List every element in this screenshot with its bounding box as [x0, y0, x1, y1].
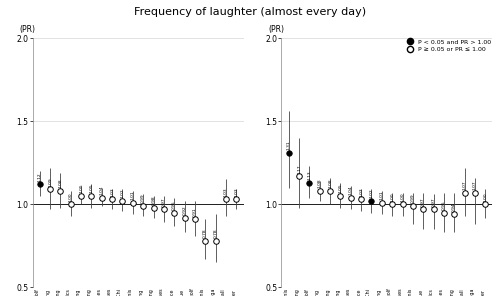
Text: 1.03: 1.03: [110, 187, 114, 197]
Text: 1.12: 1.12: [38, 172, 42, 182]
Text: 1.02: 1.02: [120, 189, 124, 198]
Text: 0.99: 0.99: [141, 194, 145, 203]
Text: 0.94: 0.94: [452, 202, 456, 212]
Text: 1.05: 1.05: [79, 184, 83, 194]
Text: 0.98: 0.98: [152, 195, 156, 205]
Text: 0.78: 0.78: [203, 229, 207, 238]
Text: 0.78: 0.78: [214, 229, 218, 238]
Text: 1.04: 1.04: [100, 186, 104, 195]
Text: 1.01: 1.01: [131, 190, 135, 200]
Text: 1.09: 1.09: [48, 177, 52, 187]
Text: 1.08: 1.08: [328, 179, 332, 189]
Text: 0.95: 0.95: [442, 200, 446, 210]
Text: 1.03: 1.03: [224, 187, 228, 197]
Text: 1.03: 1.03: [359, 187, 363, 197]
Text: 1.13: 1.13: [308, 170, 312, 180]
Text: 0.97: 0.97: [162, 197, 166, 207]
Text: 1.31: 1.31: [286, 141, 290, 150]
Text: 1.08: 1.08: [58, 179, 62, 189]
Text: Frequency of laughter (almost every day): Frequency of laughter (almost every day): [134, 7, 366, 17]
Text: 1.00: 1.00: [69, 192, 73, 202]
Text: 1.05: 1.05: [338, 184, 342, 194]
Legend: P < 0.05 and PR > 1.00, P ≥ 0.05 or PR ≤ 1.00: P < 0.05 and PR > 1.00, P ≥ 0.05 or PR ≤…: [401, 37, 494, 55]
Text: (PR): (PR): [269, 25, 285, 33]
Text: 1.04: 1.04: [349, 186, 353, 195]
Text: 0.95: 0.95: [172, 200, 176, 210]
Text: 1.17: 1.17: [297, 164, 301, 173]
Text: 1.07: 1.07: [462, 181, 466, 190]
Text: 1.03: 1.03: [234, 187, 238, 197]
Text: 1.00: 1.00: [390, 192, 394, 202]
Text: 1.02: 1.02: [370, 189, 374, 198]
Text: 0.92: 0.92: [182, 205, 186, 215]
Text: 0.91: 0.91: [193, 207, 197, 217]
Text: 1.00: 1.00: [484, 192, 488, 202]
Text: 1.07: 1.07: [473, 181, 477, 190]
Text: 0.97: 0.97: [421, 197, 425, 207]
Text: 1.01: 1.01: [380, 190, 384, 200]
Text: 1.05: 1.05: [90, 184, 94, 194]
Text: 1.00: 1.00: [400, 192, 404, 202]
Text: 0.99: 0.99: [411, 194, 415, 203]
Text: 1.08: 1.08: [318, 179, 322, 189]
Text: (PR): (PR): [20, 25, 36, 33]
Text: 0.97: 0.97: [432, 197, 436, 207]
